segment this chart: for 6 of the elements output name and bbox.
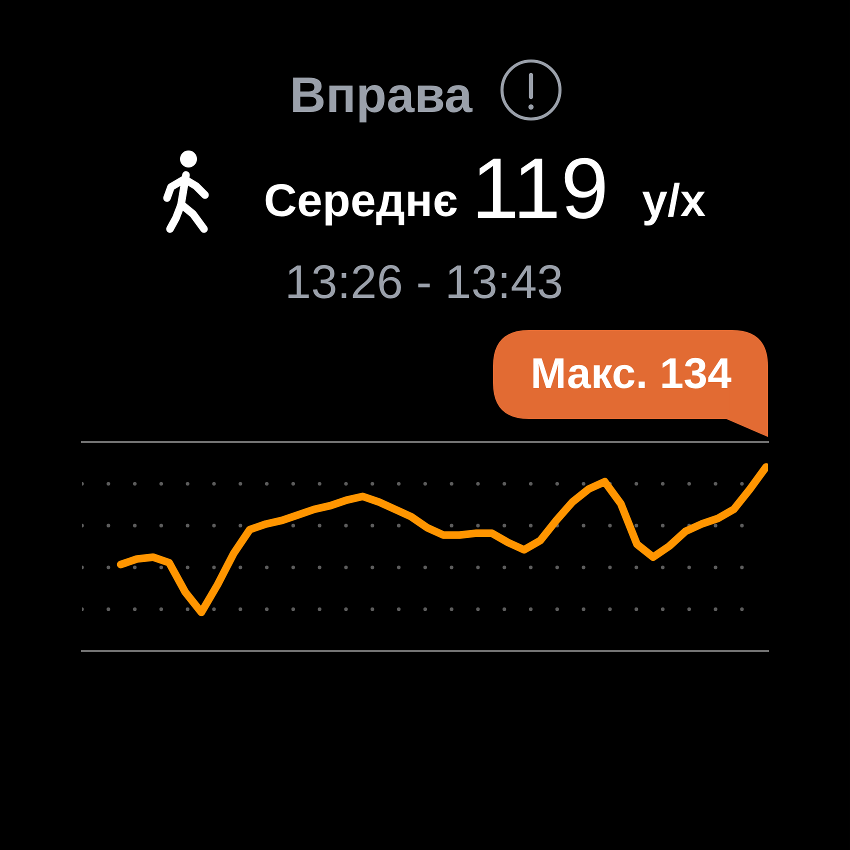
text: у/х (642, 182, 706, 226)
chart-title: Вправа (293, 78, 473, 122)
text: 119 (478, 158, 605, 219)
chart-subtitle: 13:26 - 13:43 (288, 265, 562, 298)
text: Середнє (266, 184, 457, 226)
text: Макс. 134 (533, 358, 732, 388)
